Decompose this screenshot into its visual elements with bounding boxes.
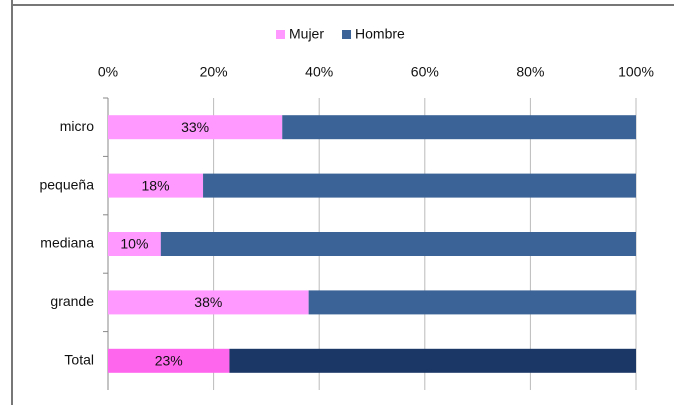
bar-segment <box>108 348 230 373</box>
legend-swatch <box>276 30 285 39</box>
legend-label: Hombre <box>355 26 405 42</box>
data-label: 23% <box>155 353 183 369</box>
y-tick-label: mediana <box>40 235 94 251</box>
data-label: 38% <box>194 294 222 310</box>
bar-segment <box>308 290 636 315</box>
bar-segment <box>108 115 283 140</box>
x-tick-label: 80% <box>516 64 544 80</box>
data-label: 33% <box>181 119 209 135</box>
x-tick-label: 0% <box>98 64 118 80</box>
y-tick-label: micro <box>60 118 94 134</box>
data-label: 10% <box>120 236 148 252</box>
y-tick-label: pequeña <box>39 176 94 192</box>
bar-segment <box>108 173 204 198</box>
y-tick-label: grande <box>50 293 94 309</box>
bar-segment <box>282 115 636 140</box>
x-tick-label: 60% <box>411 64 439 80</box>
bar-segment <box>229 348 636 373</box>
x-tick-label: 100% <box>618 64 654 80</box>
bar-segment <box>160 232 637 256</box>
legend-swatch <box>342 30 352 39</box>
y-tick-label: Total <box>64 352 94 368</box>
bar-segment <box>203 173 637 198</box>
bar-segment <box>108 290 309 315</box>
legend-label: Mujer <box>289 26 324 42</box>
x-tick-label: 20% <box>200 64 228 80</box>
data-label: 18% <box>142 177 170 193</box>
x-tick-label: 40% <box>305 64 333 80</box>
bar-segment <box>108 232 161 256</box>
